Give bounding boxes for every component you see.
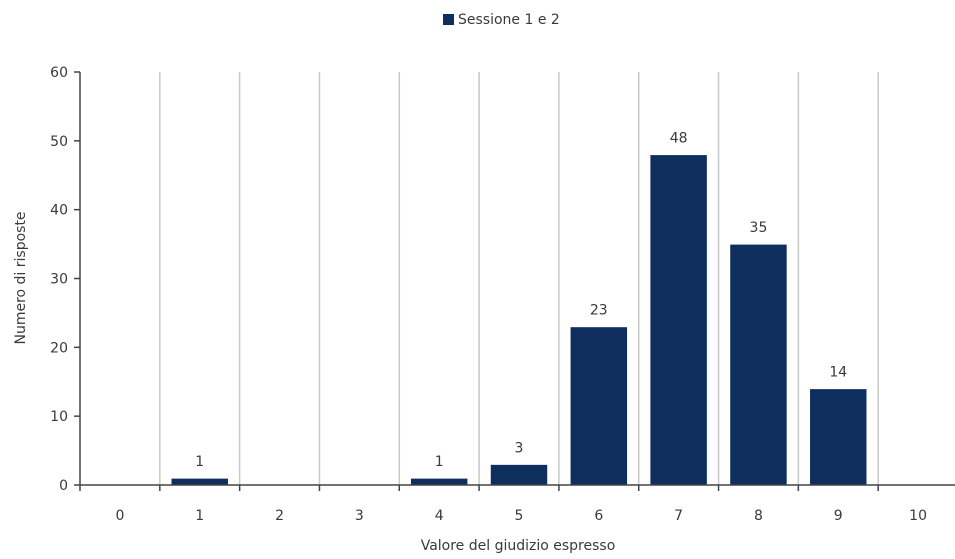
data-label: 48	[670, 131, 688, 147]
bar	[569, 326, 629, 486]
y-tick-labels: 0 10 20 30 40 50 60	[50, 65, 68, 494]
x-tick-label: 9	[834, 508, 843, 524]
bar	[809, 388, 868, 486]
data-label: 1	[195, 454, 204, 470]
gridlines	[159, 72, 879, 485]
x-tick-label: 6	[594, 508, 603, 524]
x-tick-label: 2	[275, 508, 284, 524]
x-tick-label: 10	[909, 508, 927, 524]
x-tick-label: 4	[435, 508, 444, 524]
legend: Sessione 1 e 2	[443, 12, 560, 28]
data-label: 3	[515, 440, 524, 456]
x-tick-label: 3	[355, 508, 364, 524]
bars	[170, 154, 868, 486]
y-tick-label: 50	[50, 134, 68, 150]
bar	[729, 243, 788, 486]
x-tick-label: 7	[674, 508, 683, 524]
y-tick-label: 0	[59, 478, 68, 494]
x-tick-label: 1	[195, 508, 204, 524]
y-tick-label: 60	[50, 65, 68, 81]
bar	[170, 477, 229, 486]
bar	[649, 154, 708, 486]
bar	[409, 477, 469, 486]
x-tick-label: 8	[754, 508, 763, 524]
legend-swatch	[443, 14, 454, 25]
x-tick-label: 5	[515, 508, 524, 524]
y-tick-label: 30	[50, 272, 68, 288]
legend-label: Sessione 1 e 2	[458, 12, 560, 28]
y-tick-label: 40	[50, 203, 68, 219]
data-label: 23	[590, 303, 608, 319]
data-label: 1	[435, 454, 444, 470]
data-label: 35	[750, 220, 768, 236]
x-tick-label: 0	[115, 508, 124, 524]
y-tick-label: 10	[50, 409, 68, 425]
axes	[74, 71, 955, 491]
y-axis-title: Numero di risposte	[13, 211, 29, 344]
y-tick-label: 20	[50, 340, 68, 356]
bar	[489, 463, 549, 486]
data-label: 14	[829, 365, 847, 381]
x-tick-labels: 0 1 2 3 4 5 6 7 8 9 10	[115, 508, 927, 524]
data-labels: 1 1 3 23 48 35 14	[195, 131, 847, 471]
x-axis-title: Valore del giudizio espresso	[421, 538, 616, 554]
